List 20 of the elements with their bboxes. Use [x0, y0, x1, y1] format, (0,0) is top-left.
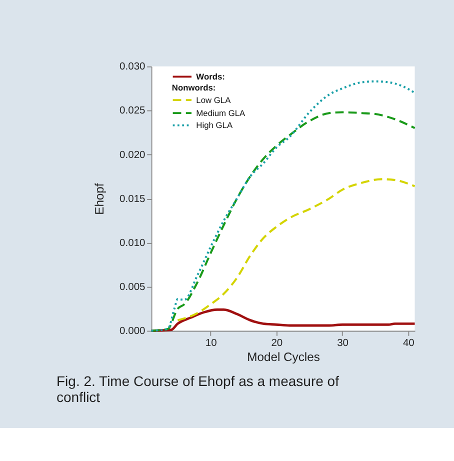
- x-tick-label: 20: [271, 338, 283, 350]
- y-tick-label: 0.020: [120, 150, 146, 161]
- y-tick-label: 0.005: [120, 282, 146, 293]
- line-series: [176, 178, 416, 322]
- y-tick-label: 0.010: [120, 238, 146, 249]
- legend-label: Low GLA: [196, 94, 232, 105]
- annotation: Nonwords:: [172, 82, 216, 93]
- y-axis-title: Ehopf: [92, 182, 107, 215]
- x-axis-title: Model Cycles: [247, 350, 320, 364]
- y-tick-label: 0.030: [120, 62, 146, 73]
- x-tick-label: 10: [205, 338, 218, 350]
- y-tick-label: 0.025: [120, 106, 146, 117]
- legend-label: Medium GLA: [196, 108, 246, 118]
- legend-label: High GLA: [196, 120, 233, 130]
- x-tick-label: 40: [402, 338, 415, 350]
- caption: Fig. 2. Time Course of Ehopf as a measure of conflict: [56, 372, 340, 405]
- y-tick-label: 0.000: [120, 326, 146, 338]
- x-tick-label: 30: [337, 338, 349, 350]
- y-tick-label: 0.015: [120, 194, 146, 205]
- legend-label: Words:: [196, 71, 225, 82]
